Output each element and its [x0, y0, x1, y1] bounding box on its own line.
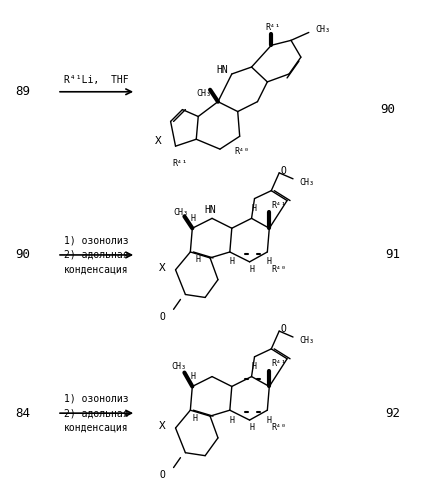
Text: H: H [229, 416, 234, 425]
Text: 2) адольная: 2) адольная [64, 408, 129, 418]
Text: 89: 89 [15, 85, 30, 98]
Text: H: H [249, 424, 254, 433]
Text: HN: HN [204, 206, 216, 216]
Text: O: O [280, 166, 286, 176]
Text: CH₃: CH₃ [171, 362, 186, 371]
Text: H: H [267, 416, 272, 425]
Text: H: H [267, 257, 272, 266]
Text: 92: 92 [385, 407, 400, 420]
Text: O: O [280, 324, 286, 334]
Text: R⁴⁰: R⁴⁰ [234, 147, 249, 156]
Text: конденсация: конденсация [64, 265, 129, 275]
Text: X: X [159, 421, 166, 431]
Text: H: H [193, 414, 198, 423]
Text: 1) озонолиз: 1) озонолиз [64, 393, 129, 403]
Text: R⁴¹Li,  THF: R⁴¹Li, THF [64, 75, 129, 85]
Text: H: H [191, 372, 196, 381]
Text: HN: HN [216, 65, 228, 75]
Text: H: H [251, 362, 256, 371]
Text: O: O [160, 471, 166, 481]
Text: R⁴¹: R⁴¹ [172, 160, 187, 169]
Text: CH₃: CH₃ [315, 25, 330, 34]
Text: 2) адольная: 2) адольная [64, 250, 129, 260]
Text: 91: 91 [385, 249, 400, 261]
Text: конденсация: конденсация [64, 423, 129, 433]
Text: CH₃: CH₃ [197, 89, 212, 98]
Text: X: X [155, 136, 162, 146]
Text: R⁴¹: R⁴¹ [266, 23, 281, 32]
Text: CH₃: CH₃ [299, 178, 314, 187]
Text: R⁴⁰: R⁴⁰ [271, 265, 287, 274]
Text: 84: 84 [15, 407, 30, 420]
Text: 90: 90 [380, 103, 395, 116]
Text: H: H [251, 204, 256, 213]
Text: 1) озонолиз: 1) озонолиз [64, 235, 129, 245]
Text: R⁴⁰: R⁴⁰ [271, 424, 287, 433]
Text: 90: 90 [15, 249, 30, 261]
Text: O: O [160, 312, 166, 322]
Text: R⁴¹: R⁴¹ [271, 201, 286, 210]
Text: H: H [229, 257, 234, 266]
Text: X: X [159, 263, 166, 273]
Text: H: H [191, 214, 196, 223]
Text: CH₃: CH₃ [173, 208, 188, 217]
Text: CH₃: CH₃ [299, 336, 314, 345]
Text: H: H [195, 255, 200, 264]
Text: R⁴¹: R⁴¹ [271, 359, 286, 368]
Text: H: H [249, 265, 254, 274]
